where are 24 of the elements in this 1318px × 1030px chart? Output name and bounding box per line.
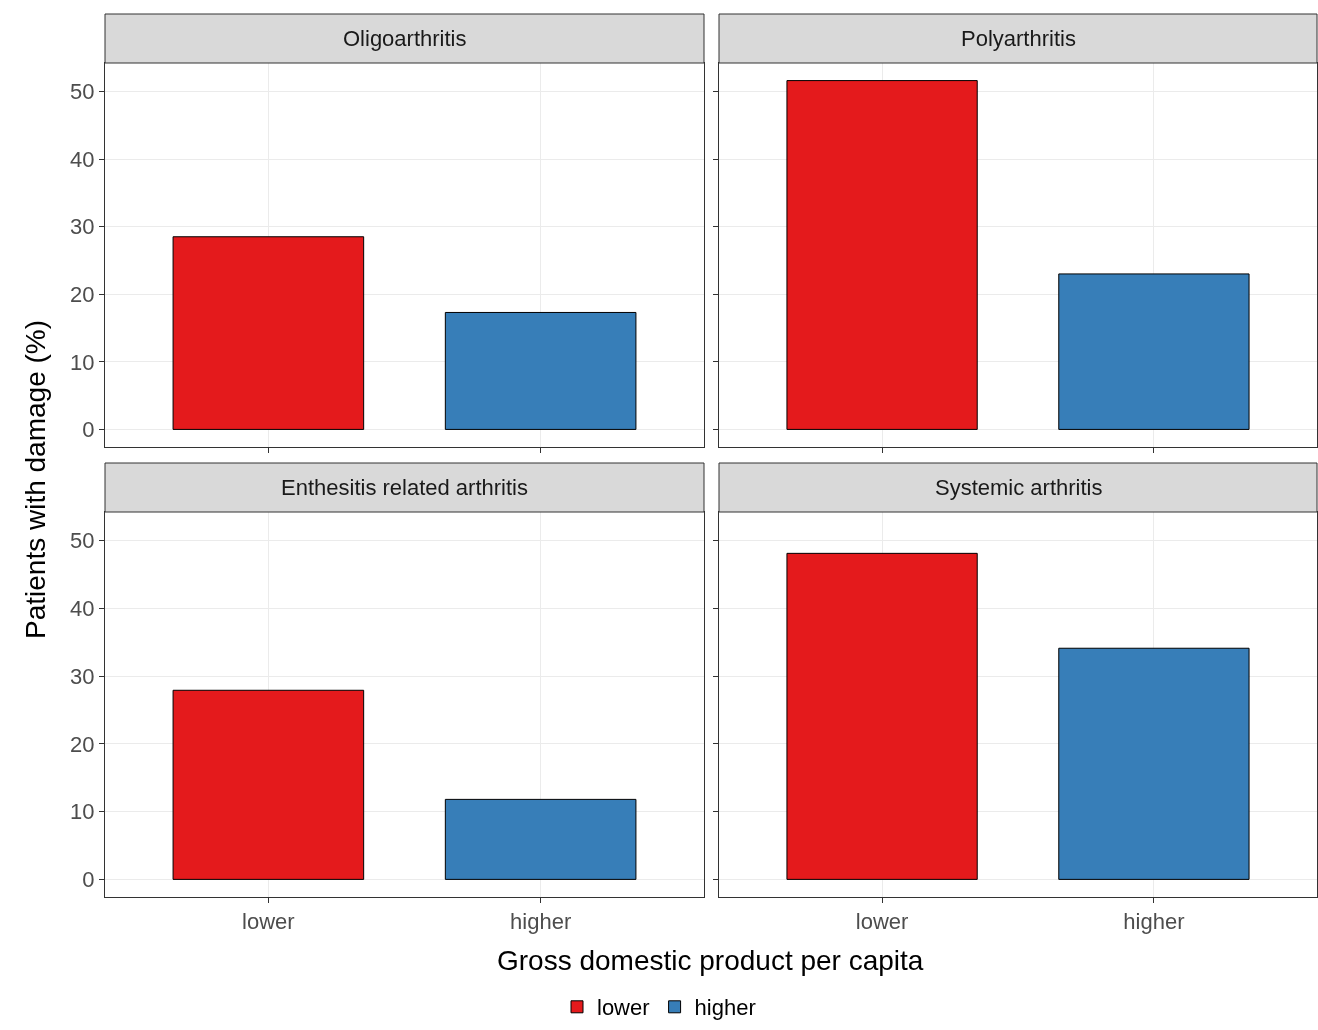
chart-title: Systemic arthritis (935, 475, 1103, 500)
legend-label: higher (694, 995, 756, 1021)
x-tick-label: lower (242, 909, 295, 935)
y-tick-label: 20 (70, 281, 95, 307)
y-tick-label: 0 (82, 867, 95, 893)
chart-title: Polyarthritis (961, 26, 1076, 51)
y-tick-label: 50 (70, 79, 95, 105)
x-axis-title: Gross domestic product per capita (497, 945, 924, 976)
x-tick-label: higher (510, 909, 572, 935)
legend-label: lower (597, 995, 650, 1021)
chart-title: Oligoarthritis (343, 26, 467, 51)
y-tick-label: 40 (70, 595, 95, 621)
y-tick-label: 40 (70, 146, 95, 172)
x-tick-label: higher (1123, 909, 1185, 935)
y-tick-label: 10 (70, 799, 95, 825)
chart-title: Enthesitis related arthritis (281, 475, 528, 500)
y-tick-label: 50 (70, 528, 95, 554)
y-tick-label: 30 (70, 663, 95, 689)
y-tick-label: 20 (70, 731, 95, 757)
x-tick-label: lower (855, 909, 909, 935)
y-tick-label: 10 (70, 349, 95, 375)
y-axis-title: Patients with damage (%) (20, 319, 51, 639)
y-tick-label: 30 (70, 214, 95, 240)
y-tick-label: 0 (82, 417, 95, 443)
